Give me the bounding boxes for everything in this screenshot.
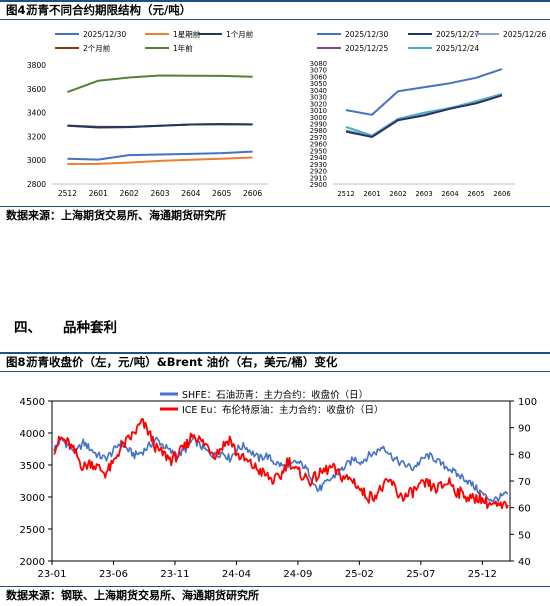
x-tick-label: 25-12 bbox=[468, 569, 497, 580]
y-tick-label: 3600 bbox=[27, 85, 46, 94]
term-structure-chart-left: 2025/12/30 1星期前 1个月前 2个月前 1年前 2800 3000 3200 340… bbox=[27, 29, 268, 198]
asphalt-brent-chart: 2000 2500 3000 3500 4000 4500 40 50 60 70 80 90 100 2… bbox=[20, 389, 538, 580]
y-tick-label: 2900 bbox=[310, 181, 327, 189]
legend-label: 1年前 bbox=[173, 43, 193, 53]
x-tick-label: 2605 bbox=[467, 190, 484, 198]
section-title: 品种套利 bbox=[63, 320, 117, 336]
y-tick-label: 2930 bbox=[310, 161, 327, 169]
x-tick-label: 24-04 bbox=[222, 569, 251, 580]
series-line bbox=[67, 150, 253, 161]
series-line bbox=[67, 74, 253, 94]
x-tick-label: 2606 bbox=[493, 190, 510, 198]
y-tick-label: 3030 bbox=[310, 94, 327, 102]
series-line bbox=[67, 123, 253, 129]
y-tick-label: 2000 bbox=[20, 557, 45, 568]
y-tick-label: 3050 bbox=[310, 80, 327, 88]
y-tick-label: 2970 bbox=[310, 134, 327, 142]
figure8-title: 沥青收盘价（左，元/吨）&Brent 油价（右，美元/桶）变化 bbox=[26, 355, 338, 369]
section-heading: 四、 品种套利 bbox=[14, 316, 117, 336]
legend-label: 2025/12/25 bbox=[345, 44, 388, 53]
figure8-source: 数据来源：钢联、上海期货交易所、海通期货研究所 bbox=[0, 586, 550, 604]
legend-label: 2025/12/30 bbox=[83, 30, 126, 39]
y-tick-label: 3060 bbox=[310, 73, 327, 81]
legend-label: 2025/12/27 bbox=[436, 30, 479, 39]
x-tick-label: 2603 bbox=[150, 189, 169, 198]
x-tick-label: 2603 bbox=[415, 190, 432, 198]
y-tick-label: 3010 bbox=[310, 107, 327, 115]
legend-label: 2个月前 bbox=[83, 43, 111, 53]
y-tick-label: 3000 bbox=[20, 493, 45, 504]
x-tick-label: 2605 bbox=[212, 189, 231, 198]
y-tick-label: 2990 bbox=[310, 121, 327, 129]
y-tick-label: 3800 bbox=[27, 61, 46, 70]
y-tick-label: 3400 bbox=[27, 109, 46, 118]
series-line bbox=[53, 418, 509, 510]
y-tick-label: 2920 bbox=[310, 168, 327, 176]
y-tick-label: 4000 bbox=[20, 429, 45, 440]
y-tick-label: 3020 bbox=[310, 100, 327, 108]
legend-label: 2025/12/24 bbox=[436, 44, 479, 53]
term-structure-chart-right: 2025/12/30 2025/12/27 2025/12/26 2025/12/25… bbox=[310, 30, 547, 198]
figure4-title-bar: 图4 沥青不同合约期限结构（元/吨） bbox=[0, 0, 550, 20]
legend-label: SHFE：石油沥青：主力合约：收盘价（日） bbox=[182, 389, 368, 401]
y-tick-label: 3070 bbox=[310, 67, 327, 75]
y-tick-label: 2500 bbox=[20, 525, 45, 536]
y-tick-label: 2800 bbox=[27, 180, 46, 189]
legend-label: 2025/12/30 bbox=[345, 30, 388, 39]
y2-tick-label: 40 bbox=[518, 557, 531, 568]
y-tick-label: 3200 bbox=[27, 132, 46, 141]
legend-label: ICE Eu：布伦特原油：主力合约：收盘价（日） bbox=[182, 404, 383, 416]
figure4-number: 图4 bbox=[6, 3, 26, 17]
figure4-title: 沥青不同合约期限结构（元/吨） bbox=[26, 3, 192, 17]
legend-label: 1个月前 bbox=[226, 29, 254, 39]
x-tick-label: 25-07 bbox=[406, 569, 435, 580]
legend-label: 2025/12/26 bbox=[503, 30, 546, 39]
x-tick-label: 2602 bbox=[389, 190, 406, 198]
y-tick-label: 3500 bbox=[20, 461, 45, 472]
y-tick-label: 2960 bbox=[310, 141, 327, 149]
y-tick-label: 2950 bbox=[310, 147, 327, 155]
series-line bbox=[53, 436, 509, 503]
series-line bbox=[67, 156, 253, 165]
x-tick-label: 2512 bbox=[58, 189, 77, 198]
x-tick-label: 2601 bbox=[363, 190, 380, 198]
y-tick-label: 2980 bbox=[310, 127, 327, 135]
x-tick-label: 24-09 bbox=[283, 569, 312, 580]
figure8-number: 图8 bbox=[6, 355, 26, 369]
x-tick-label: 23-11 bbox=[160, 569, 189, 580]
y2-tick-label: 70 bbox=[518, 477, 531, 488]
y-tick-label: 2910 bbox=[310, 174, 327, 182]
section-number: 四、 bbox=[14, 320, 41, 336]
legend-label: 1星期前 bbox=[173, 29, 201, 39]
y-tick-label: 2940 bbox=[310, 154, 327, 162]
y-tick-label: 3000 bbox=[27, 156, 46, 165]
y2-tick-label: 60 bbox=[518, 504, 531, 515]
y2-tick-label: 80 bbox=[518, 450, 531, 461]
x-tick-label: 2602 bbox=[120, 189, 139, 198]
x-tick-label: 2512 bbox=[337, 190, 354, 198]
x-tick-label: 25-02 bbox=[345, 569, 374, 580]
x-tick-label: 2606 bbox=[243, 189, 262, 198]
figure4-source: 数据来源：上海期货交易所、海通期货研究所 bbox=[0, 206, 550, 224]
x-tick-label: 23-06 bbox=[99, 569, 128, 580]
y-tick-label: 3040 bbox=[310, 87, 327, 95]
x-tick-label: 2604 bbox=[181, 189, 200, 198]
x-tick-label: 2604 bbox=[441, 190, 458, 198]
x-tick-label: 23-01 bbox=[37, 569, 66, 580]
x-tick-label: 2601 bbox=[89, 189, 108, 198]
y-tick-label: 3000 bbox=[310, 114, 327, 122]
series-line bbox=[345, 68, 503, 116]
y-tick-label: 3080 bbox=[310, 60, 327, 68]
series-line bbox=[345, 94, 503, 138]
figure8-title-bar: 图8 沥青收盘价（左，元/吨）&Brent 油价（右，美元/桶）变化 bbox=[0, 352, 550, 372]
y-tick-label: 4500 bbox=[20, 397, 45, 408]
y2-tick-label: 50 bbox=[518, 530, 531, 541]
y2-tick-label: 100 bbox=[518, 397, 537, 408]
y2-tick-label: 90 bbox=[518, 424, 531, 435]
